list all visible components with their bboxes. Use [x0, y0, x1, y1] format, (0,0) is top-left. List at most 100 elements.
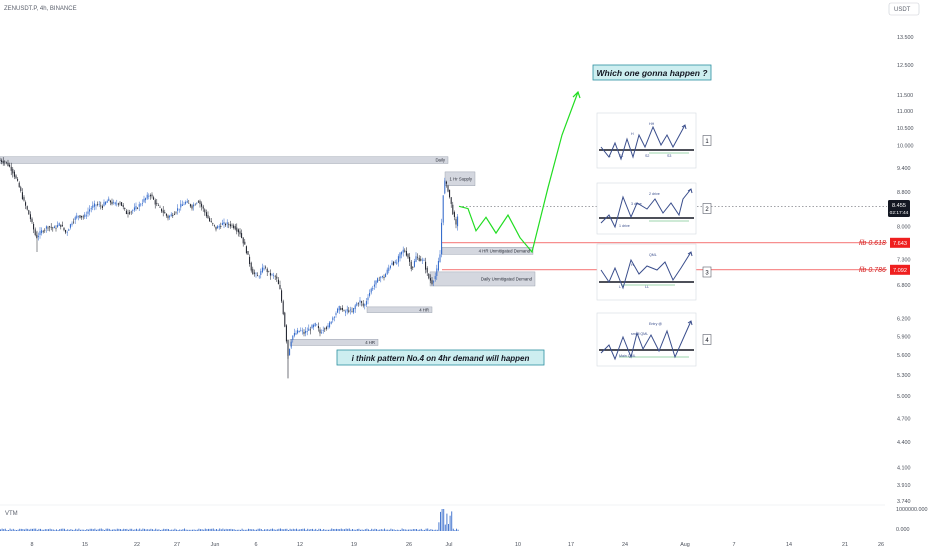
candle-body	[97, 204, 99, 205]
pattern-inset-label: H	[631, 263, 634, 267]
volume-bar	[156, 529, 158, 531]
title-note-box[interactable]	[592, 64, 712, 81]
candle-body	[426, 267, 428, 273]
candle-body	[26, 206, 28, 210]
volume-bar	[283, 529, 285, 531]
volume-bar	[262, 530, 264, 531]
candle-body	[204, 209, 206, 213]
volume-bar	[99, 528, 101, 531]
volume-bar	[318, 528, 320, 531]
volume-bar	[305, 529, 307, 531]
volume-bar	[337, 529, 339, 531]
volume-bar	[259, 528, 261, 531]
zone-box[interactable]	[0, 156, 449, 164]
volume-bar	[248, 528, 249, 531]
volume-bar	[419, 529, 421, 531]
symbol-label[interactable]: ZENUSDT.P, 4h, BINANCE	[4, 6, 77, 12]
volume-tick-bottom: 0.000	[896, 527, 910, 533]
zone-box[interactable]	[366, 306, 433, 313]
projection-line[interactable]	[458, 91, 579, 254]
price-tick: 12.500	[897, 63, 914, 69]
candle-body	[28, 210, 30, 215]
volume-bar	[275, 529, 277, 531]
volume-bar	[144, 528, 145, 531]
volume-bar	[203, 529, 205, 531]
candle-body	[17, 179, 19, 181]
candle-body	[386, 269, 388, 274]
volume-bar	[448, 524, 449, 531]
volume-bar	[96, 529, 97, 531]
volume-bar	[297, 529, 299, 531]
zone-box[interactable]	[289, 339, 379, 346]
bottom-note-box[interactable]	[336, 349, 545, 366]
volume-bar	[12, 528, 14, 531]
price-countdown: 02:17:44	[890, 210, 909, 216]
candle-body	[412, 266, 414, 268]
time-axis[interactable]: 8 15 22 27 Jun 6 12 19 26 Jul 10 17 24 Aug 7 14 21 26	[31, 542, 885, 548]
volume-bar	[302, 528, 304, 531]
volume-bar	[126, 528, 128, 531]
price-axis[interactable]: 13.500 12.500 11.500 11.000 10.500 10.000 9.40…	[897, 35, 914, 505]
candle-body	[284, 312, 286, 327]
candle-body	[263, 268, 265, 270]
candle-body	[2, 160, 4, 164]
volume-bar	[403, 529, 405, 531]
volume-bar	[78, 528, 80, 531]
volume-bar	[452, 528, 454, 531]
pattern-inset-2[interactable]: 2 drive 3 drive 1 drive 2	[596, 182, 712, 235]
volume-bar	[94, 528, 96, 531]
candle-body	[292, 335, 294, 340]
candle-body	[21, 192, 23, 199]
volume-bar	[347, 528, 349, 531]
candle-body	[457, 216, 459, 227]
volume-bar	[153, 529, 155, 531]
volume-bar	[220, 529, 222, 531]
volume-bar	[409, 529, 411, 531]
candle-body	[183, 204, 185, 206]
volume-bar	[81, 529, 83, 531]
volume-bar	[214, 529, 216, 531]
candle-body	[189, 204, 191, 207]
date-tick: 8	[31, 542, 34, 548]
currency-badge[interactable]	[888, 2, 920, 16]
volume-bar	[332, 529, 334, 531]
volume-bar	[254, 529, 256, 531]
pattern-inset-4[interactable]: Entry @ small QML Main QML 4	[596, 312, 712, 367]
volume-bar	[36, 529, 38, 531]
candle-body	[257, 275, 259, 277]
candle-body	[242, 237, 244, 244]
pattern-inset-label: Main QML	[619, 354, 636, 358]
candle-body	[413, 261, 415, 267]
candle-body	[314, 323, 316, 326]
price-tick: 4.400	[897, 440, 911, 446]
volume-bar	[68, 529, 70, 531]
volume-bar	[176, 529, 177, 531]
candle-body	[76, 215, 78, 219]
volume-bar	[428, 529, 430, 531]
candle-body	[7, 162, 9, 166]
candle-body	[327, 325, 329, 328]
candle-body	[381, 276, 383, 278]
candle-body	[116, 203, 118, 205]
candle-body	[306, 331, 308, 332]
current-price-value: 8.455	[892, 203, 906, 209]
volume-bar	[324, 529, 326, 531]
volume-bar	[164, 529, 166, 531]
volume-bar	[3, 529, 5, 531]
pattern-arrowhead	[687, 251, 693, 257]
candle-body	[271, 274, 273, 275]
volume-bar	[179, 529, 181, 531]
volume-bar	[57, 530, 59, 531]
candle-body	[119, 202, 121, 204]
volume-bar	[209, 528, 211, 531]
volume-bar	[212, 528, 214, 531]
candle-body	[61, 225, 63, 227]
candle-body	[359, 300, 361, 303]
candle-body	[417, 256, 419, 258]
price-tick: 8.800	[897, 190, 911, 196]
volume-bar	[224, 529, 225, 531]
volume-bar	[401, 528, 403, 531]
